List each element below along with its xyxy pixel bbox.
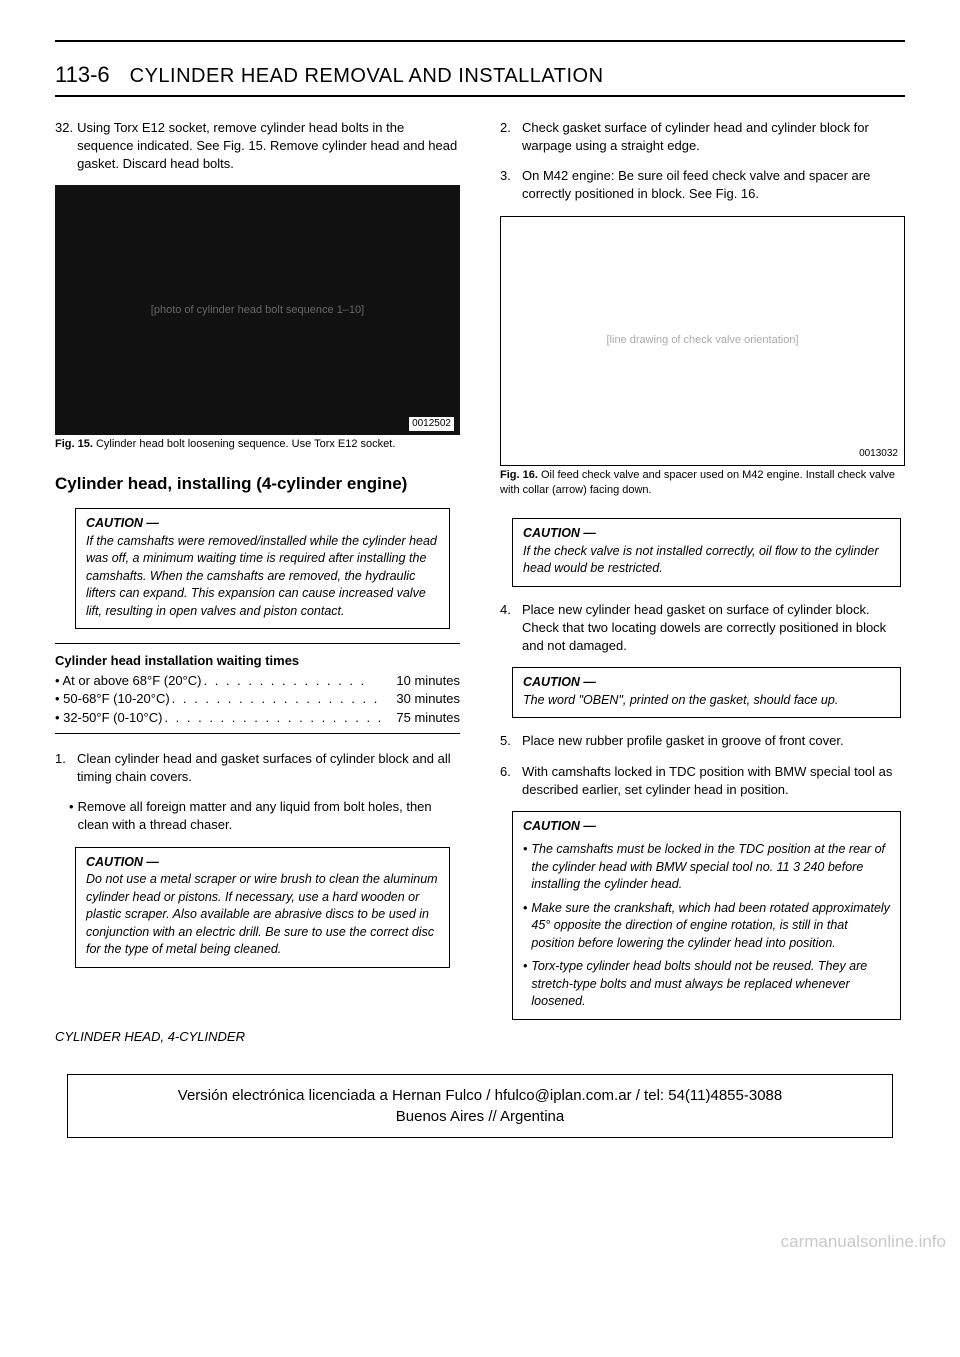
caution-label: CAUTION — <box>523 675 596 689</box>
page-header: 113-6 CYLINDER HEAD REMOVAL AND INSTALLA… <box>55 60 905 91</box>
caution-label: CAUTION — <box>86 855 159 869</box>
caution-item-text: The camshafts must be locked in the TDC … <box>531 841 890 894</box>
step-text: With camshafts locked in TDC position wi… <box>522 763 905 799</box>
left-column: 32. Using Torx E12 socket, remove cylind… <box>55 119 460 1046</box>
leader-dots: . . . . . . . . . . . . . . . . . . . . <box>162 709 396 727</box>
caution-check-valve: CAUTION — If the check valve is not inst… <box>512 518 901 587</box>
waiting-row-3: • 32-50°F (0-10°C) . . . . . . . . . . .… <box>55 709 460 727</box>
step-text: Place new rubber profile gasket in groov… <box>522 732 905 750</box>
caution-camshafts: CAUTION — If the camshafts were removed/… <box>75 508 450 629</box>
step-6: 6. With camshafts locked in TDC position… <box>500 763 905 799</box>
section-heading: Cylinder head, installing (4-cylinder en… <box>55 473 460 494</box>
waiting-value: 75 minutes <box>396 709 460 727</box>
figure-16-caption-text: Oil feed check valve and spacer used on … <box>500 469 895 496</box>
license-box: Versión electrónica licenciada a Hernan … <box>67 1074 893 1138</box>
waiting-label: • 32-50°F (0-10°C) <box>55 709 162 727</box>
figure-15-id: 0012502 <box>409 417 454 431</box>
figure-15-label: Fig. 15. <box>55 438 93 450</box>
step-number: 6. <box>500 763 518 799</box>
license-line-2: Buenos Aires // Argentina <box>76 1106 884 1127</box>
caution-text: The word "OBEN", printed on the gasket, … <box>523 693 838 707</box>
figure-16-label: Fig. 16. <box>500 469 538 481</box>
caution-oben: CAUTION — The word "OBEN", printed on th… <box>512 667 901 718</box>
figure-15-caption-text: Cylinder head bolt loosening sequence. U… <box>96 438 395 450</box>
leader-dots: . . . . . . . . . . . . . . . <box>201 672 396 690</box>
caution-tdc: CAUTION — • The camshafts must be locked… <box>512 811 901 1020</box>
caution-scraper: CAUTION — Do not use a metal scraper or … <box>75 847 450 968</box>
footer-section-label: CYLINDER HEAD, 4-CYLINDER <box>55 1028 460 1046</box>
caution-item-1: • The camshafts must be locked in the TD… <box>523 841 890 894</box>
caution-item-2: • Make sure the crankshaft, which had be… <box>523 900 890 953</box>
caution-item-text: Torx-type cylinder head bolts should not… <box>531 958 890 1011</box>
bullet-icon: • <box>523 958 527 1011</box>
caution-label: CAUTION — <box>523 819 596 833</box>
figure-15-caption: Fig. 15. Cylinder head bolt loosening se… <box>55 437 460 452</box>
step-5: 5. Place new rubber profile gasket in gr… <box>500 732 905 750</box>
step-number: 32. <box>55 119 73 174</box>
waiting-label: • 50-68°F (10-20°C) <box>55 690 170 708</box>
leader-dots: . . . . . . . . . . . . . . . . . . . <box>170 690 397 708</box>
step-number: 5. <box>500 732 518 750</box>
figure-16-caption: Fig. 16. Oil feed check valve and spacer… <box>500 468 905 499</box>
step-text: On M42 engine: Be sure oil feed check va… <box>522 167 905 203</box>
caution-item-3: • Torx-type cylinder head bolts should n… <box>523 958 890 1011</box>
waiting-value: 10 minutes <box>396 672 460 690</box>
caution-text: If the camshafts were removed/installed … <box>86 534 437 618</box>
step-text: Check gasket surface of cylinder head an… <box>522 119 905 155</box>
figure-16-id: 0013032 <box>859 447 898 461</box>
rule <box>55 733 460 734</box>
step-4: 4. Place new cylinder head gasket on sur… <box>500 601 905 656</box>
caution-item-text: Make sure the crankshaft, which had been… <box>531 900 890 953</box>
step-number: 1. <box>55 750 73 786</box>
waiting-label: • At or above 68°F (20°C) <box>55 672 201 690</box>
waiting-row-2: • 50-68°F (10-20°C) . . . . . . . . . . … <box>55 690 460 708</box>
figure-16-image: [line drawing of check valve orientation… <box>500 216 905 466</box>
step-2: 2. Check gasket surface of cylinder head… <box>500 119 905 155</box>
step-text: Place new cylinder head gasket on surfac… <box>522 601 905 656</box>
waiting-heading: Cylinder head installation waiting times <box>55 652 460 670</box>
bullet-icon: • <box>523 900 527 953</box>
caution-text: If the check valve is not installed corr… <box>523 544 878 576</box>
step-text: Clean cylinder head and gasket surfaces … <box>77 750 460 786</box>
header-underline <box>55 95 905 97</box>
waiting-row-1: • At or above 68°F (20°C) . . . . . . . … <box>55 672 460 690</box>
substep-text: Remove all foreign matter and any liquid… <box>78 798 460 834</box>
step-number: 4. <box>500 601 518 656</box>
step-32: 32. Using Torx E12 socket, remove cylind… <box>55 119 460 174</box>
bullet-icon: • <box>69 798 74 834</box>
step-1: 1. Clean cylinder head and gasket surfac… <box>55 750 460 786</box>
caution-label: CAUTION — <box>523 526 596 540</box>
step-text: Using Torx E12 socket, remove cylinder h… <box>77 119 460 174</box>
watermark: carmanualsonline.info <box>781 1230 946 1254</box>
caution-text: Do not use a metal scraper or wire brush… <box>86 872 438 956</box>
figure-16-alt: [line drawing of check valve orientation… <box>607 333 799 348</box>
right-column: 2. Check gasket surface of cylinder head… <box>500 119 905 1046</box>
caution-label: CAUTION — <box>86 516 159 530</box>
page-title: CYLINDER HEAD REMOVAL AND INSTALLATION <box>130 62 604 90</box>
bullet-icon: • <box>523 841 527 894</box>
top-rule <box>55 40 905 42</box>
step-number: 2. <box>500 119 518 155</box>
waiting-value: 30 minutes <box>396 690 460 708</box>
license-line-1: Versión electrónica licenciada a Hernan … <box>76 1085 884 1106</box>
page-number: 113-6 <box>55 60 110 91</box>
figure-15-alt: [photo of cylinder head bolt sequence 1–… <box>151 303 364 318</box>
step-number: 3. <box>500 167 518 203</box>
substep-remove-matter: • Remove all foreign matter and any liqu… <box>69 798 460 834</box>
rule <box>55 643 460 644</box>
step-3: 3. On M42 engine: Be sure oil feed check… <box>500 167 905 203</box>
figure-15-image: [photo of cylinder head bolt sequence 1–… <box>55 185 460 435</box>
